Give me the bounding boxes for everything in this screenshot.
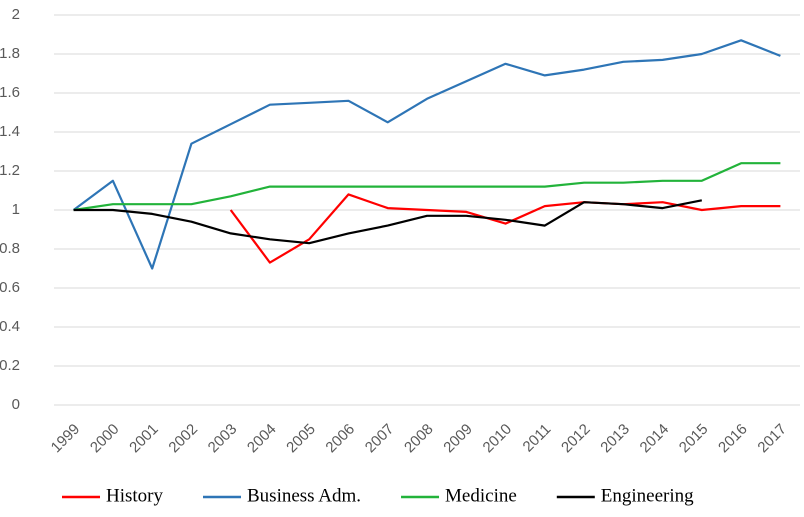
x-tick-label: 2003	[205, 421, 241, 457]
legend-label: Medicine	[445, 485, 517, 506]
y-tick-label: 1.4	[0, 123, 20, 140]
y-tick-label: 1.8	[0, 45, 20, 62]
legend-label: History	[106, 485, 164, 506]
x-tick-label: 2016	[715, 421, 751, 457]
x-tick-label: 2005	[283, 421, 319, 457]
x-tick-label: 2001	[126, 421, 162, 457]
y-tick-label: 0	[12, 396, 20, 413]
series-line	[72, 39, 781, 270]
x-tick-label: 2015	[676, 421, 712, 457]
x-tick-label: 2017	[754, 421, 790, 457]
series-line	[73, 199, 703, 245]
x-tick-label: 2007	[362, 421, 398, 457]
x-tick-label: 2009	[440, 421, 476, 457]
y-tick-label: 0.6	[0, 279, 20, 296]
y-tick-label: 1	[12, 201, 20, 218]
legend-label: Engineering	[601, 485, 694, 506]
x-tick-label: 2012	[558, 421, 594, 457]
y-tick-label: 2	[12, 6, 20, 23]
y-tick-label: 0.8	[0, 240, 20, 257]
x-tick-label: 2010	[480, 421, 516, 457]
legend-label: Business Adm.	[247, 485, 361, 506]
x-tick-label: 2006	[322, 421, 358, 457]
y-tick-label: 1.6	[0, 84, 20, 101]
y-tick-label: 0.2	[0, 357, 20, 374]
y-tick-label: 1.2	[0, 162, 20, 179]
y-tick-label: 0.4	[0, 318, 20, 335]
x-tick-label: 2000	[87, 421, 123, 457]
x-tick-label: 2014	[637, 421, 673, 457]
series-line	[73, 162, 781, 212]
x-tick-label: 2002	[165, 421, 201, 457]
x-tick-label: 1999	[48, 421, 84, 457]
series-line	[229, 193, 781, 264]
x-tick-label: 2013	[597, 421, 633, 457]
x-tick-label: 2008	[401, 421, 437, 457]
x-tick-label: 2011	[520, 421, 555, 456]
x-tick-label: 2004	[244, 421, 280, 457]
